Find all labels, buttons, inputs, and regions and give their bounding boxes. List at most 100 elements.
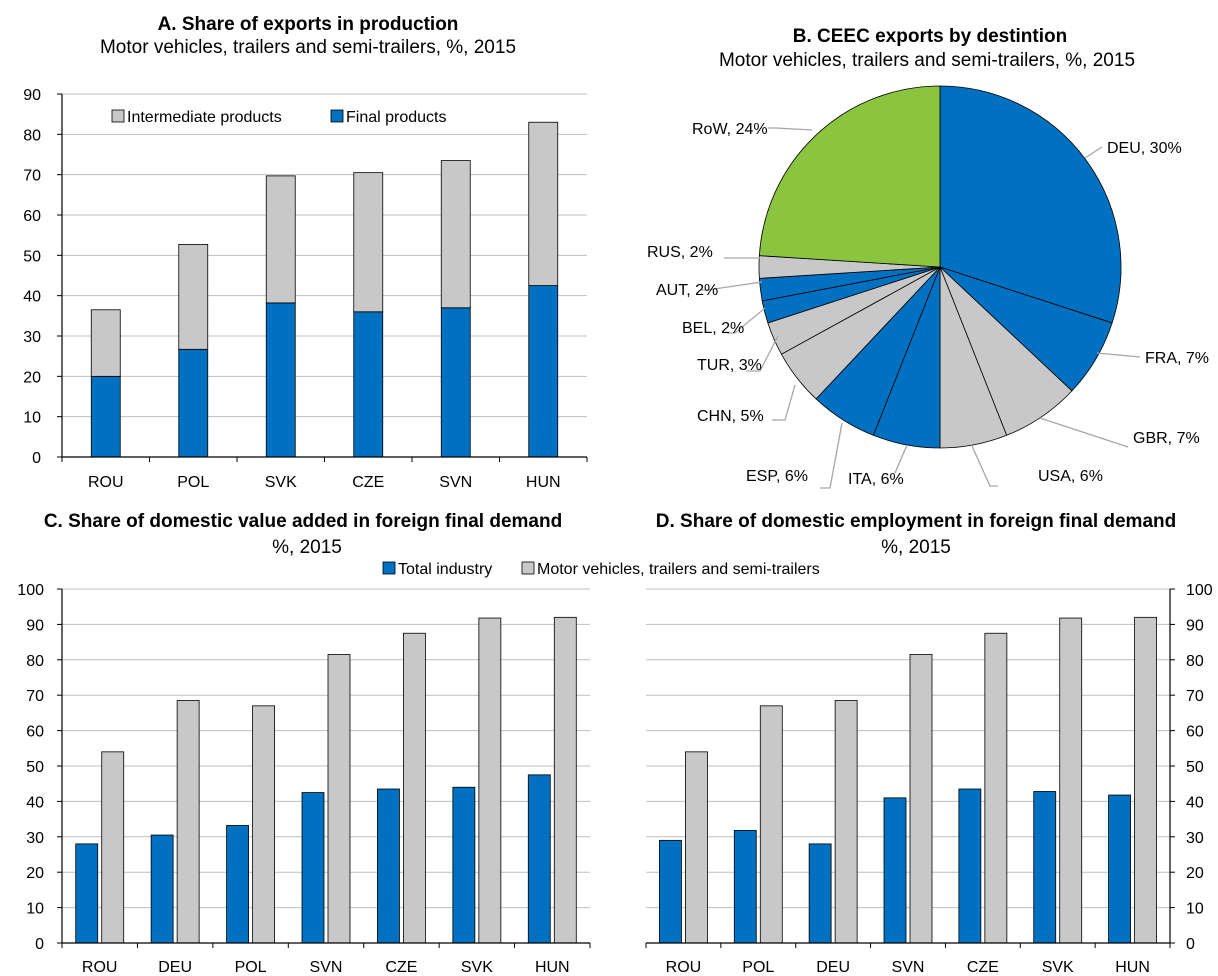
panel-d-ytick-label: 80 [1186, 653, 1204, 670]
panel-a-xtick-label: SVN [439, 474, 472, 491]
panel-b-labels: DEU, 30% FRA, 7% GBR, 7% USA, 6% ITA, 6% ESP,… [647, 121, 1209, 489]
panel-c-subtitle: %, 2015 [272, 537, 342, 558]
panel-a-xtick-label: POL [177, 474, 209, 491]
panel-d-bar-pol-motor-vehicles [759, 705, 783, 944]
pie-label-chn: CHN, 5% [697, 408, 764, 425]
panel-a: A. Share of exports in production Motor … [23, 14, 588, 491]
panel-d-bar-hun-total-industry [1108, 794, 1131, 944]
panel-d-bar-svk-motor-vehicles [1059, 617, 1083, 944]
panel-a-bars [90, 121, 559, 458]
panel-c-ytick-label: 70 [26, 688, 44, 705]
pie-leader-gbr [1039, 417, 1129, 448]
panel-c-header: C. Share of domestic value added in fore… [44, 511, 562, 558]
panel-c-bar-svn-motor-vehicles [327, 654, 351, 944]
panel-c-xtick-label: POL [235, 959, 267, 976]
panel-b-pie [758, 85, 1122, 449]
panel-c-ytick-label: 80 [26, 653, 44, 670]
pie-leader-usa [971, 445, 998, 487]
panel-d-xtick-label: POL [742, 959, 774, 976]
pie-label-row: RoW, 24% [692, 121, 768, 138]
panel-b-title: B. CEEC exports by destintion [793, 26, 1067, 47]
legend-swatch-intermediate [111, 109, 125, 123]
panel-a-bar-cze-intermediate [353, 172, 384, 313]
panel-c-ytick-label: 100 [17, 582, 44, 599]
panel-d-bar-pol-total-industry [733, 830, 757, 944]
panel-a-bar-svk-intermediate [265, 175, 296, 304]
panel-d-bar-svn-total-industry [883, 797, 907, 944]
panel-c-ytick-label: 60 [26, 724, 44, 741]
pie-leader-tur [746, 335, 779, 372]
pie-label-rus: RUS, 2% [647, 244, 713, 261]
panel-c-ytick-label: 50 [26, 759, 44, 776]
panel-d-ytick-label: 0 [1186, 936, 1195, 953]
panel-a-bar-rou-final [90, 375, 121, 458]
legend-swatch-final [330, 109, 344, 123]
panel-a-ytick-label: 40 [23, 289, 41, 306]
pie-leader-chn [772, 384, 796, 421]
pie-label-bel: BEL, 2% [682, 320, 744, 337]
panel-d-ytick-label: 50 [1186, 759, 1204, 776]
panel-d-title: D. Share of domestic employment in forei… [656, 511, 1176, 532]
pie-label-ita: ITA, 6% [848, 471, 904, 488]
panel-c-bar-rou-total-industry [75, 843, 99, 944]
panel-c-xtick-label: HUN [535, 959, 570, 976]
panel-a-ytick-label: 80 [23, 127, 41, 144]
panel-d-bar-deu-total-industry [808, 843, 832, 944]
panel-a-legend: Intermediate products Final products [111, 109, 447, 126]
panel-a-ytick-label: 20 [23, 369, 41, 386]
panel-a-xtick-label: ROU [88, 474, 124, 491]
panel-d-xtick-label: ROU [666, 959, 702, 976]
pie-leader-aut [700, 281, 763, 291]
shared-legend: Total industry Motor vehicles, trailers … [382, 561, 820, 578]
panel-c-title: C. Share of domestic value added in fore… [44, 511, 562, 532]
panel-c-xtick-label: SVN [310, 959, 343, 976]
pie-leader-esp [820, 422, 843, 489]
legend-label-total-industry: Total industry [398, 561, 492, 578]
panel-c-bar-hun-motor-vehicles [553, 616, 577, 944]
pie-leader-bel [727, 307, 766, 334]
panel-c-bar-svk-total-industry [452, 786, 476, 944]
panel-d-ytick-label: 20 [1186, 865, 1204, 882]
panel-d-xtick-label: DEU [816, 959, 850, 976]
panel-b: B. CEEC exports by destintion Motor vehi… [647, 26, 1209, 489]
pie-label-fra: FRA, 7% [1145, 350, 1209, 367]
panel-c: 0 10 20 30 40 50 60 70 80 90 100 ROU DEU POL SVN CZE SVK… [17, 582, 591, 976]
panel-c-xtick-label: SVK [461, 959, 493, 976]
pie-label-tur: TUR, 3% [697, 357, 762, 374]
panel-d-header: D. Share of domestic employment in forei… [656, 511, 1176, 558]
panel-c-bar-hun-total-industry [527, 774, 551, 944]
pie-label-esp: ESP, 6% [746, 468, 808, 485]
panel-a-xtick-label: SVK [265, 474, 297, 491]
panel-c-ytick-label: 10 [26, 901, 44, 918]
pie-label-aut: AUT, 2% [656, 282, 718, 299]
pie-label-usa: USA, 6% [1038, 468, 1103, 485]
panel-a-x-axis: ROU POL SVK CZE SVN HUN [61, 456, 588, 491]
panel-d-ytick-label: 70 [1186, 688, 1204, 705]
panel-a-ytick-label: 70 [23, 168, 41, 185]
panel-a-gridlines [62, 93, 587, 418]
panel-c-xtick-label: CZE [385, 959, 417, 976]
legend-swatch-motor-vehicles [521, 561, 535, 575]
pie-slice-row [758, 85, 941, 268]
panel-c-bar-deu-total-industry [150, 834, 174, 944]
panel-a-y-axis: 0 10 20 30 40 50 60 70 80 90 [23, 87, 63, 467]
panel-c-xtick-label: DEU [158, 959, 192, 976]
panel-c-bar-rou-motor-vehicles [101, 751, 125, 944]
panel-a-bar-svk-final [265, 302, 296, 458]
panel-d-ytick-label: 10 [1186, 901, 1204, 918]
pie-leader-row [768, 127, 813, 131]
panel-a-xtick-label: HUN [526, 474, 561, 491]
legend-label-final: Final products [346, 109, 447, 126]
panel-a-ytick-label: 60 [23, 208, 41, 225]
pie-label-deu: DEU, 30% [1107, 140, 1182, 157]
panel-a-ytick-label: 0 [32, 450, 41, 467]
panel-c-bar-svk-motor-vehicles [478, 617, 502, 944]
panel-d-bar-deu-motor-vehicles [834, 700, 858, 944]
panel-c-ytick-label: 30 [26, 830, 44, 847]
panel-d-ytick-label: 30 [1186, 830, 1204, 847]
panel-a-bar-hun-intermediate [528, 121, 559, 286]
legend-label-intermediate: Intermediate products [127, 109, 282, 126]
panel-b-subtitle: Motor vehicles, trailers and semi-traile… [719, 50, 1135, 71]
panel-c-ytick-label: 90 [26, 617, 44, 634]
panel-d-bar-rou-motor-vehicles [685, 751, 708, 944]
